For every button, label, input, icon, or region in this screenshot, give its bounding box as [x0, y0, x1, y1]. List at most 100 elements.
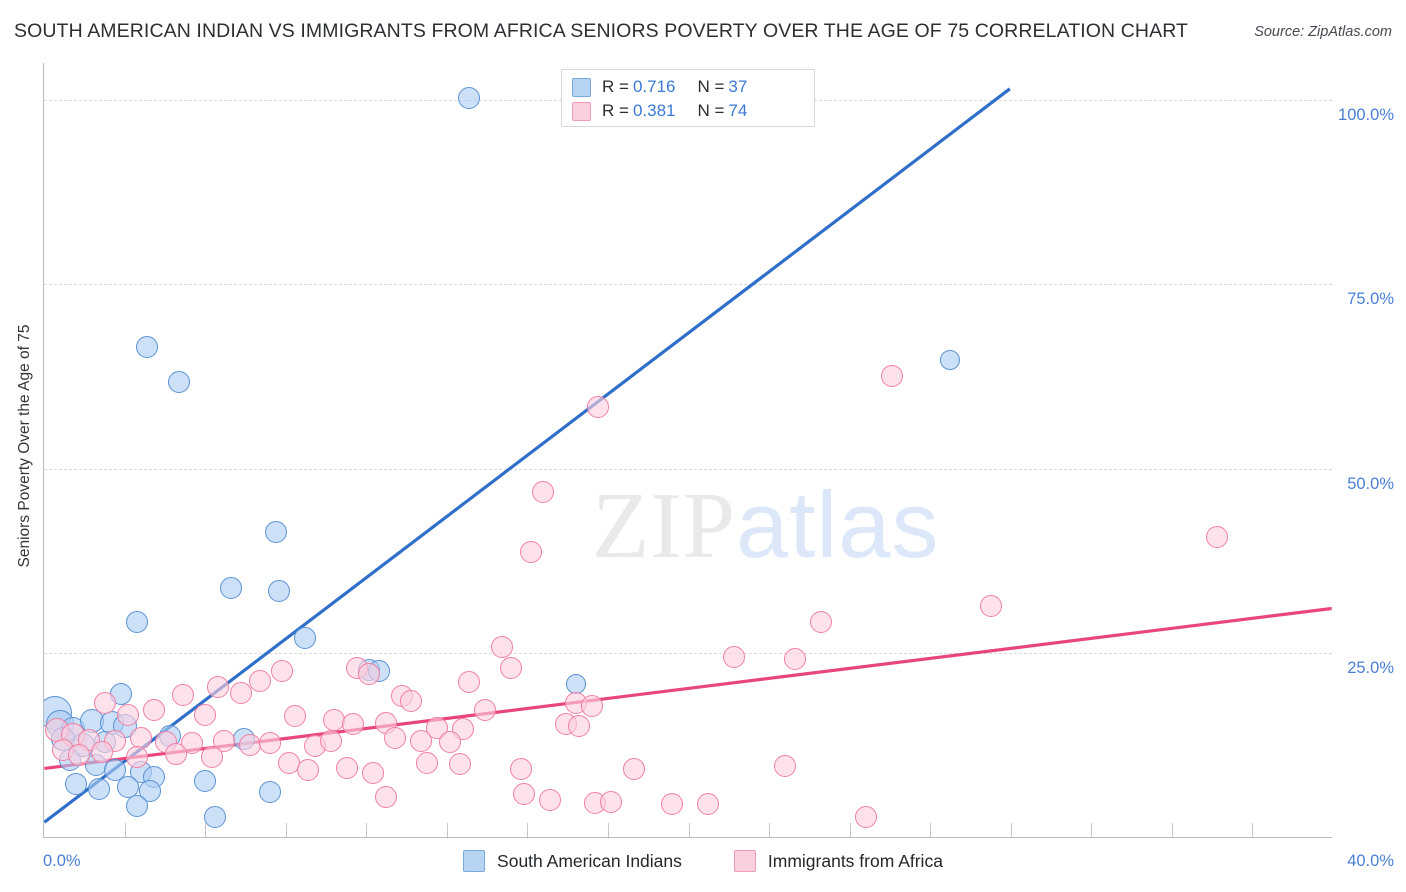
scatter-point[interactable] [722, 646, 745, 669]
scatter-point[interactable] [532, 480, 555, 503]
scatter-point[interactable] [271, 660, 294, 683]
scatter-point[interactable] [939, 349, 960, 370]
stats-row-pink: R = 0.381 N = 74 [572, 99, 804, 123]
scatter-point[interactable] [519, 540, 542, 563]
legend-item-immigrants-from-africa[interactable]: Immigrants from Africa [733, 850, 943, 872]
scatter-point[interactable] [103, 759, 126, 782]
scatter-point[interactable] [136, 336, 159, 359]
scatter-point[interactable] [126, 610, 149, 633]
legend-item-south-american-indians[interactable]: South American Indians [463, 850, 682, 872]
scatter-point[interactable] [142, 698, 165, 721]
legend-swatch-immigrants-from-africa [733, 850, 756, 872]
scatter-point[interactable] [880, 364, 903, 387]
scatter-point[interactable] [774, 755, 797, 778]
scatter-point[interactable] [297, 759, 320, 782]
scatter-point[interactable] [374, 786, 397, 809]
scatter-point[interactable] [258, 731, 281, 754]
scatter-point[interactable] [94, 691, 117, 714]
scatter-point[interactable] [219, 576, 242, 599]
scatter-point[interactable] [207, 675, 229, 698]
scatter-point[interactable] [194, 704, 217, 727]
scatter-point[interactable] [116, 776, 139, 799]
scatter-point[interactable] [567, 714, 590, 737]
scatter-point[interactable] [168, 370, 191, 393]
scatter-point[interactable] [294, 626, 317, 649]
gridline [44, 468, 1332, 470]
stats-swatch-pink [572, 101, 591, 121]
x-axis-tick [1171, 823, 1173, 837]
x-axis-max-label: 40.0% [1347, 852, 1394, 870]
x-axis-tick [527, 823, 529, 837]
scatter-point[interactable] [342, 713, 365, 736]
scatter-point[interactable] [696, 793, 719, 816]
scatter-point[interactable] [509, 758, 532, 781]
scatter-point[interactable] [1205, 525, 1228, 548]
scatter-point[interactable] [126, 794, 149, 817]
scatter-point[interactable] [248, 669, 271, 692]
legend-swatch-south-american-indians [463, 850, 486, 872]
scatter-point[interactable] [783, 648, 806, 671]
scatter-point[interactable] [319, 729, 342, 752]
scatter-point[interactable] [458, 670, 481, 693]
scatter-point[interactable] [538, 789, 561, 812]
scatter-point[interactable] [661, 793, 684, 816]
scatter-point[interactable] [600, 790, 623, 813]
scatter-point[interactable] [622, 757, 645, 780]
scatter-point[interactable] [68, 744, 91, 767]
x-axis-tick [930, 823, 932, 837]
scatter-point[interactable] [203, 805, 226, 828]
scatter-point[interactable] [268, 580, 291, 603]
y-axis-tick-label: 50.0% [1347, 474, 1394, 493]
y-axis-title: Seniors Poverty Over the Age of 75 [16, 324, 33, 568]
scatter-point[interactable] [474, 698, 497, 721]
scatter-point[interactable] [854, 806, 877, 829]
scatter-point[interactable] [87, 778, 110, 801]
scatter-point[interactable] [358, 663, 381, 686]
scatter-point[interactable] [213, 730, 236, 753]
scatter-point[interactable] [809, 610, 832, 633]
scatter-point[interactable] [323, 708, 346, 731]
scatter-point[interactable] [335, 756, 358, 779]
scatter-point[interactable] [65, 773, 88, 796]
scatter-point[interactable] [181, 731, 204, 754]
scatter-point[interactable] [194, 770, 217, 793]
scatter-point[interactable] [439, 731, 462, 754]
scatter-point[interactable] [980, 595, 1003, 618]
scatter-point[interactable] [458, 86, 481, 109]
scatter-point[interactable] [410, 729, 433, 752]
y-axis-tick-label: 25.0% [1347, 659, 1394, 678]
scatter-point[interactable] [490, 635, 513, 658]
stats-swatch-blue [572, 77, 591, 97]
y-axis-tick-label: 75.0% [1347, 290, 1394, 309]
x-axis-tick [607, 823, 609, 837]
scatter-point[interactable] [361, 762, 384, 785]
scatter-point[interactable] [258, 780, 281, 803]
scatter-point[interactable] [200, 745, 223, 768]
scatter-point[interactable] [116, 703, 139, 726]
scatter-point[interactable] [91, 741, 113, 764]
scatter-point[interactable] [416, 752, 439, 775]
x-axis-tick [1091, 823, 1093, 837]
plot-inner: ZIPatlas [44, 63, 1332, 837]
legend-label-immigrants-from-africa: Immigrants from Africa [767, 850, 943, 871]
scatter-point[interactable] [229, 682, 252, 705]
x-axis-tick [1252, 823, 1254, 837]
scatter-point[interactable] [284, 705, 307, 728]
scatter-point[interactable] [384, 726, 407, 749]
series-legend: South American Indians Immigrants from A… [0, 850, 1406, 872]
page-title: SOUTH AMERICAN INDIAN VS IMMIGRANTS FROM… [14, 20, 1189, 42]
stats-n-label-blue: N = [697, 77, 725, 96]
scatter-point[interactable] [513, 783, 536, 806]
scatter-point[interactable] [448, 753, 471, 776]
scatter-point[interactable] [400, 690, 423, 713]
scatter-point[interactable] [126, 745, 149, 768]
x-axis-tick [849, 823, 851, 837]
scatter-point[interactable] [500, 657, 523, 680]
scatter-point[interactable] [587, 395, 610, 418]
scatter-point[interactable] [171, 683, 194, 706]
scatter-point[interactable] [580, 694, 603, 717]
scatter-point[interactable] [265, 520, 288, 543]
scatter-point[interactable] [165, 742, 188, 765]
scatter-point[interactable] [139, 779, 162, 802]
